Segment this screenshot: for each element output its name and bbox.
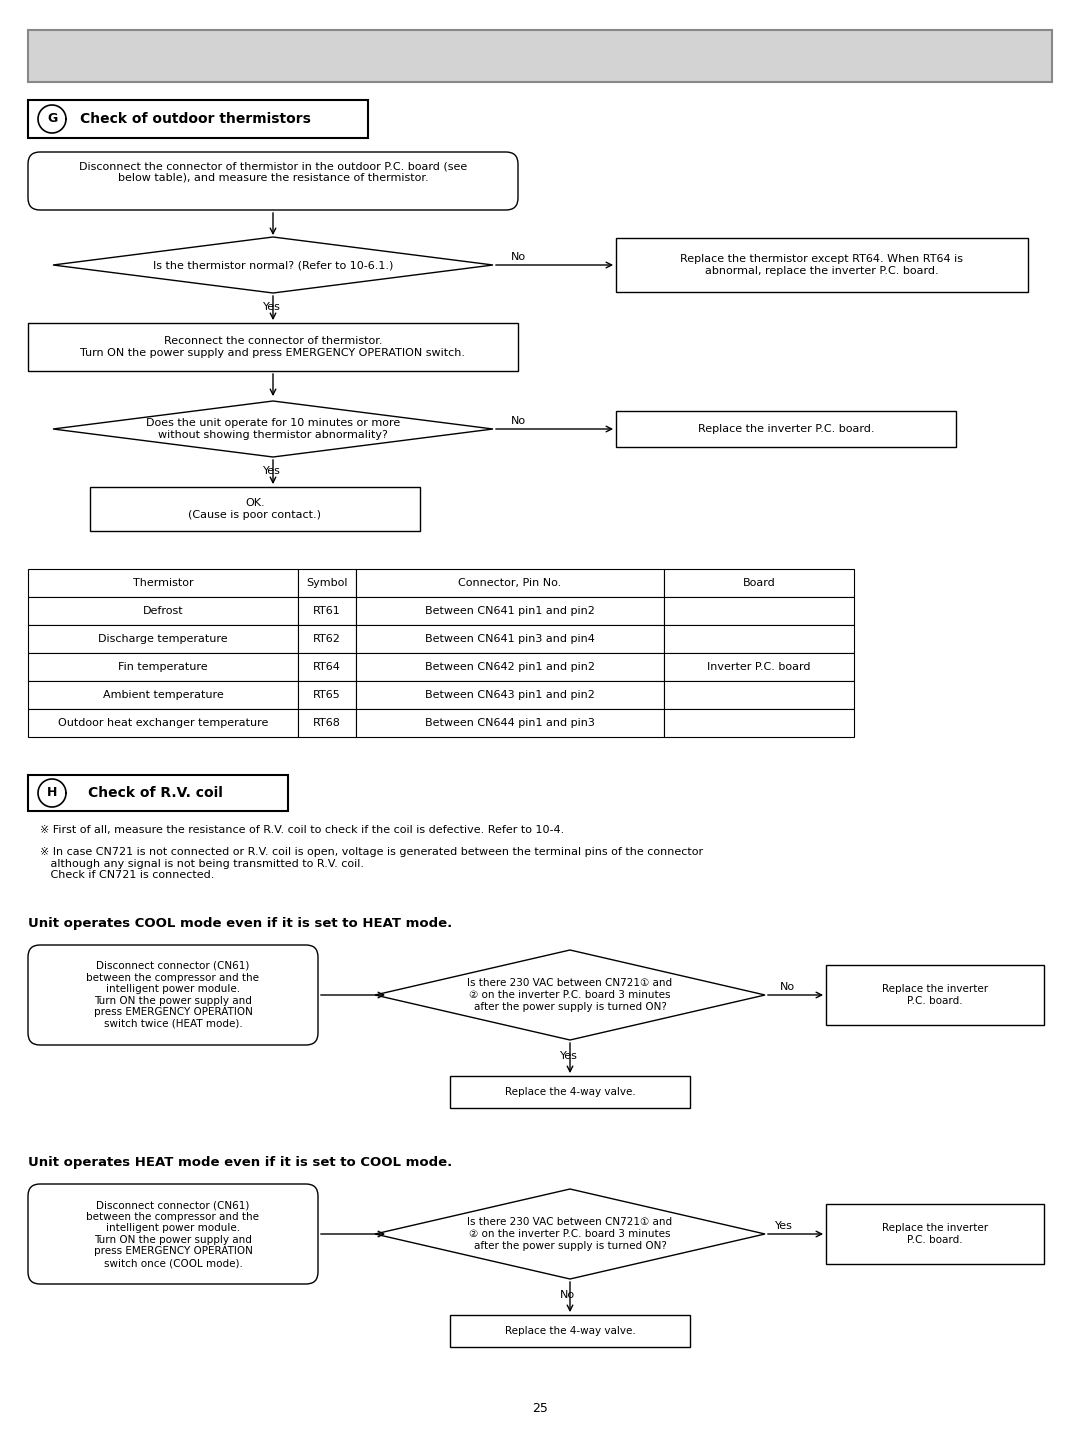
FancyBboxPatch shape xyxy=(616,410,956,446)
Text: Ambient temperature: Ambient temperature xyxy=(103,690,224,700)
FancyBboxPatch shape xyxy=(664,708,854,737)
FancyBboxPatch shape xyxy=(664,598,854,625)
FancyBboxPatch shape xyxy=(356,569,664,598)
Text: RT61: RT61 xyxy=(313,606,341,616)
FancyBboxPatch shape xyxy=(664,625,854,652)
Text: G: G xyxy=(46,112,57,125)
Polygon shape xyxy=(53,400,492,456)
Text: Is there 230 VAC between CN721① and
② on the inverter P.C. board 3 minutes
after: Is there 230 VAC between CN721① and ② on… xyxy=(468,1217,673,1250)
FancyBboxPatch shape xyxy=(356,652,664,681)
Text: Is the thermistor normal? (Refer to 10-6.1.): Is the thermistor normal? (Refer to 10-6… xyxy=(152,261,393,271)
FancyBboxPatch shape xyxy=(28,153,518,210)
Text: Yes: Yes xyxy=(264,302,281,312)
Text: Disconnect connector (CN61)
between the compressor and the
intelligent power mod: Disconnect connector (CN61) between the … xyxy=(86,1200,259,1269)
Text: Yes: Yes xyxy=(561,1051,578,1061)
Text: Replace the 4-way valve.: Replace the 4-way valve. xyxy=(504,1087,635,1097)
FancyBboxPatch shape xyxy=(664,569,854,598)
Text: Check of R.V. coil: Check of R.V. coil xyxy=(87,786,222,801)
Polygon shape xyxy=(53,238,492,292)
Text: 25: 25 xyxy=(532,1401,548,1414)
FancyBboxPatch shape xyxy=(356,625,664,652)
FancyBboxPatch shape xyxy=(450,1315,690,1346)
FancyBboxPatch shape xyxy=(90,487,420,531)
FancyBboxPatch shape xyxy=(298,625,356,652)
Text: ※ In case CN721 is not connected or R.V. coil is open, voltage is generated betw: ※ In case CN721 is not connected or R.V.… xyxy=(40,847,703,880)
Text: Symbol: Symbol xyxy=(307,577,348,588)
Text: No: No xyxy=(780,982,795,992)
Text: Replace the thermistor except RT64. When RT64 is
abnormal, replace the inverter : Replace the thermistor except RT64. When… xyxy=(680,255,963,276)
Text: Between CN641 pin1 and pin2: Between CN641 pin1 and pin2 xyxy=(426,606,595,616)
FancyBboxPatch shape xyxy=(616,238,1028,292)
FancyBboxPatch shape xyxy=(298,569,356,598)
Text: Thermistor: Thermistor xyxy=(133,577,193,588)
FancyBboxPatch shape xyxy=(28,625,298,652)
Text: No: No xyxy=(511,416,526,426)
FancyBboxPatch shape xyxy=(28,945,318,1045)
FancyBboxPatch shape xyxy=(28,323,518,372)
Text: Connector, Pin No.: Connector, Pin No. xyxy=(458,577,562,588)
Text: Replace the inverter
P.C. board.: Replace the inverter P.C. board. xyxy=(882,984,988,1005)
FancyBboxPatch shape xyxy=(826,1204,1044,1264)
FancyBboxPatch shape xyxy=(28,569,298,598)
FancyBboxPatch shape xyxy=(356,708,664,737)
FancyBboxPatch shape xyxy=(356,598,664,625)
Text: Between CN641 pin3 and pin4: Between CN641 pin3 and pin4 xyxy=(426,634,595,644)
Text: RT65: RT65 xyxy=(313,690,341,700)
FancyBboxPatch shape xyxy=(28,775,288,811)
Text: Between CN644 pin1 and pin3: Between CN644 pin1 and pin3 xyxy=(426,719,595,729)
Text: RT64: RT64 xyxy=(313,662,341,672)
FancyBboxPatch shape xyxy=(298,681,356,708)
FancyBboxPatch shape xyxy=(356,681,664,708)
Text: RT62: RT62 xyxy=(313,634,341,644)
Text: Replace the 4-way valve.: Replace the 4-way valve. xyxy=(504,1326,635,1336)
Text: Yes: Yes xyxy=(775,1221,793,1231)
Text: OK.
(Cause is poor contact.): OK. (Cause is poor contact.) xyxy=(189,498,322,520)
FancyBboxPatch shape xyxy=(664,652,854,681)
FancyBboxPatch shape xyxy=(826,965,1044,1025)
Polygon shape xyxy=(375,950,765,1040)
Text: ※ First of all, measure the resistance of R.V. coil to check if the coil is defe: ※ First of all, measure the resistance o… xyxy=(40,825,564,835)
Text: No: No xyxy=(561,1290,576,1300)
Text: Between CN643 pin1 and pin2: Between CN643 pin1 and pin2 xyxy=(426,690,595,700)
FancyBboxPatch shape xyxy=(28,1184,318,1284)
Text: Reconnect the connector of thermistor.
Turn ON the power supply and press EMERGE: Reconnect the connector of thermistor. T… xyxy=(81,336,465,357)
Text: Replace the inverter P.C. board.: Replace the inverter P.C. board. xyxy=(698,423,874,433)
Text: Is there 230 VAC between CN721① and
② on the inverter P.C. board 3 minutes
after: Is there 230 VAC between CN721① and ② on… xyxy=(468,978,673,1011)
Text: Discharge temperature: Discharge temperature xyxy=(98,634,228,644)
Text: Check of outdoor thermistors: Check of outdoor thermistors xyxy=(80,112,310,125)
Text: Outdoor heat exchanger temperature: Outdoor heat exchanger temperature xyxy=(58,719,268,729)
Text: Unit operates HEAT mode even if it is set to COOL mode.: Unit operates HEAT mode even if it is se… xyxy=(28,1156,453,1169)
Text: Does the unit operate for 10 minutes or more
without showing thermistor abnormal: Does the unit operate for 10 minutes or … xyxy=(146,418,400,439)
Text: Disconnect the connector of thermistor in the outdoor P.C. board (see
below tabl: Disconnect the connector of thermistor i… xyxy=(79,161,468,183)
FancyBboxPatch shape xyxy=(298,598,356,625)
FancyBboxPatch shape xyxy=(28,652,298,681)
Text: Defrost: Defrost xyxy=(143,606,184,616)
Text: No: No xyxy=(511,252,526,262)
FancyBboxPatch shape xyxy=(450,1076,690,1107)
Polygon shape xyxy=(375,1189,765,1279)
FancyBboxPatch shape xyxy=(298,708,356,737)
Text: RT68: RT68 xyxy=(313,719,341,729)
FancyBboxPatch shape xyxy=(28,681,298,708)
Text: Replace the inverter
P.C. board.: Replace the inverter P.C. board. xyxy=(882,1223,988,1244)
Text: Board: Board xyxy=(743,577,775,588)
Text: Between CN642 pin1 and pin2: Between CN642 pin1 and pin2 xyxy=(426,662,595,672)
FancyBboxPatch shape xyxy=(664,681,854,708)
FancyBboxPatch shape xyxy=(28,99,368,138)
FancyBboxPatch shape xyxy=(28,598,298,625)
Text: H: H xyxy=(46,786,57,799)
Text: Fin temperature: Fin temperature xyxy=(118,662,207,672)
FancyBboxPatch shape xyxy=(28,30,1052,82)
FancyBboxPatch shape xyxy=(28,708,298,737)
Text: Disconnect connector (CN61)
between the compressor and the
intelligent power mod: Disconnect connector (CN61) between the … xyxy=(86,960,259,1030)
Text: Yes: Yes xyxy=(264,467,281,477)
Text: Inverter P.C. board: Inverter P.C. board xyxy=(707,662,811,672)
Text: Unit operates COOL mode even if it is set to HEAT mode.: Unit operates COOL mode even if it is se… xyxy=(28,917,453,930)
FancyBboxPatch shape xyxy=(298,652,356,681)
